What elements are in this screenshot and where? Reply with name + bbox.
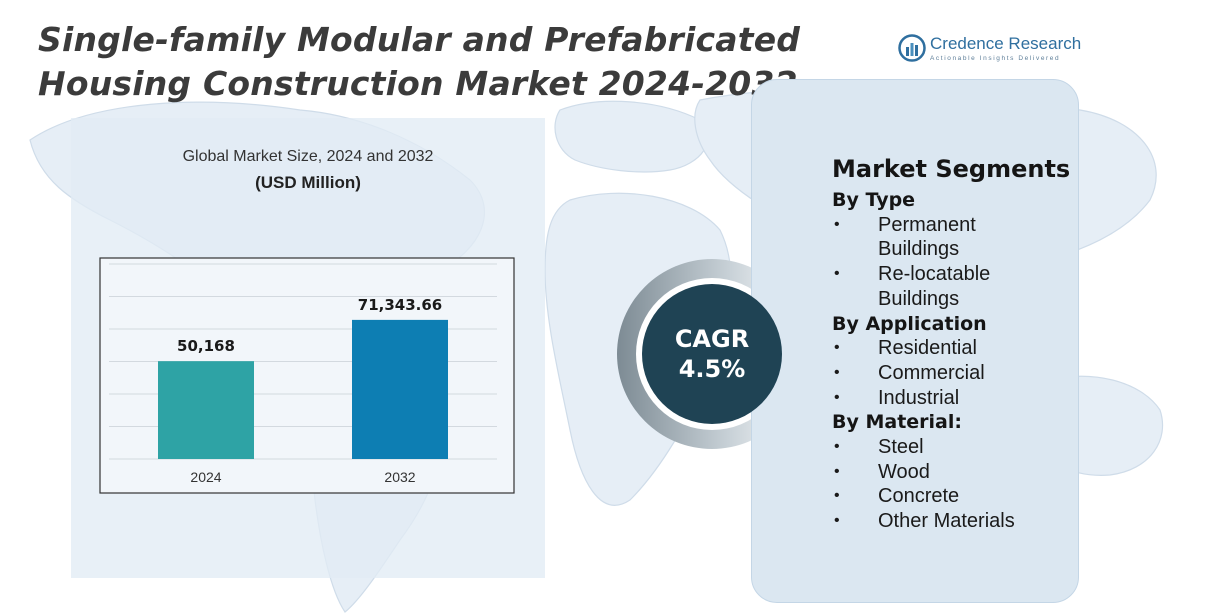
x-tick-label-2024: 2024 [190, 469, 221, 485]
segment-heading-type: By Type [832, 189, 916, 211]
chart-unit: (USD Million) [255, 173, 361, 192]
segments-list: By Type Permanent Buildings Re-locatable… [832, 188, 1077, 534]
cagr-value: 4.5% [678, 355, 746, 383]
bar-2024 [158, 361, 254, 459]
segment-item-residential: Residential [832, 336, 1077, 361]
segment-item-industrial: Industrial [832, 386, 1077, 411]
x-tick-label-2032: 2032 [384, 469, 415, 485]
segment-item-concrete: Concrete [832, 484, 1077, 509]
cagr-badge: CAGR 4.5% [642, 284, 782, 424]
segment-item-commercial: Commercial [832, 361, 1077, 386]
data-label-2024: 50,168 [177, 337, 235, 355]
market-size-chart-panel: Global Market Size, 2024 and 2032 (USD M… [71, 118, 545, 578]
segment-heading-application: By Application [832, 312, 987, 335]
cagr-label: CAGR [674, 325, 750, 353]
bar-2032 [352, 319, 448, 459]
segment-item-wood: Wood [832, 460, 1077, 485]
logo-name: Credence Research [930, 33, 1082, 53]
segment-item-permanent-buildings: Permanent Buildings [832, 213, 1048, 262]
logo-tagline: Actionable Insights Delivered [930, 54, 1061, 62]
segment-item-steel: Steel [832, 435, 1077, 460]
page-title: Single-family Modular and Prefabricated … [38, 18, 800, 106]
market-segments-panel: Market Segments By Type Permanent Buildi… [751, 79, 1079, 603]
segment-heading-material: By Material: [832, 411, 962, 434]
segment-item-relocatable-buildings: Re-locatable Buildings [832, 262, 1048, 311]
title-line-1: Single-family Modular and Prefabricated [38, 20, 801, 59]
title-line-2: Housing Construction Market 2024-2032 [38, 64, 798, 103]
chart-title: Global Market Size, 2024 and 2032 [182, 148, 434, 165]
segments-title: Market Segments [832, 155, 1071, 183]
logo-mark-icon [898, 34, 926, 62]
bar-chart: 50,168 2024 71,343.66 2032 [99, 257, 515, 494]
segment-item-other-materials: Other Materials [832, 509, 1077, 534]
bars: 50,168 2024 71,343.66 2032 [158, 296, 448, 485]
europe-shape [554, 100, 709, 173]
credence-research-logo[interactable]: Credence Research Actionable Insights De… [898, 34, 1081, 62]
data-label-2032: 71,343.66 [358, 296, 442, 314]
